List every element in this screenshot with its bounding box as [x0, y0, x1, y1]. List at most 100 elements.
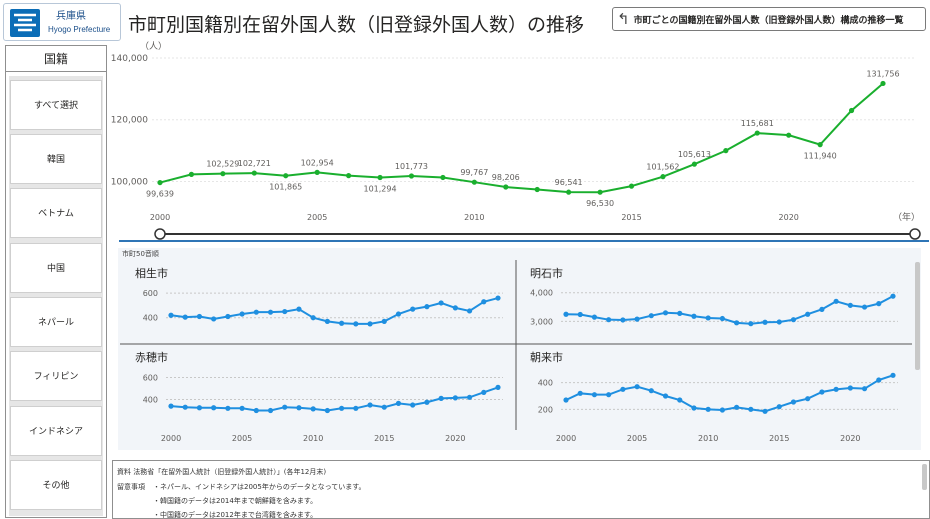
- small-data-point[interactable]: [367, 402, 373, 408]
- small-data-point[interactable]: [353, 405, 359, 411]
- back-button[interactable]: ↰ 市町ごとの国籍別在留外国人数（旧登録外国人数）構成の推移一覧: [612, 7, 926, 31]
- timeline-slider-handle-end[interactable]: [909, 228, 921, 240]
- main-data-point[interactable]: [880, 80, 886, 87]
- slicer-item-korea[interactable]: 韓国: [10, 134, 102, 184]
- main-data-point[interactable]: [534, 186, 540, 193]
- small-data-point[interactable]: [634, 384, 640, 390]
- small-data-point[interactable]: [762, 319, 768, 325]
- main-data-point[interactable]: [157, 179, 163, 186]
- main-data-point[interactable]: [754, 130, 760, 136]
- small-data-point[interactable]: [677, 397, 683, 403]
- small-data-point[interactable]: [267, 407, 274, 414]
- main-data-point[interactable]: [723, 148, 729, 154]
- slicer-item-indonesia[interactable]: インドネシア: [10, 406, 102, 456]
- slicer-item-nepal[interactable]: ネパール: [10, 297, 102, 347]
- small-data-point[interactable]: [890, 372, 896, 378]
- small-data-point[interactable]: [225, 405, 231, 411]
- small-data-point[interactable]: [282, 404, 288, 410]
- small-data-point[interactable]: [168, 403, 174, 409]
- small-data-point[interactable]: [591, 392, 598, 398]
- small-data-point[interactable]: [225, 313, 231, 320]
- small-data-point[interactable]: [424, 399, 430, 405]
- small-data-point[interactable]: [211, 316, 217, 322]
- small-data-point[interactable]: [648, 313, 654, 319]
- small-data-point[interactable]: [267, 309, 274, 315]
- small-data-point[interactable]: [310, 315, 316, 321]
- main-data-point[interactable]: [597, 189, 603, 195]
- small-data-point[interactable]: [748, 321, 754, 327]
- small-data-point[interactable]: [805, 311, 811, 317]
- main-data-point[interactable]: [848, 107, 855, 114]
- small-data-point[interactable]: [861, 386, 868, 392]
- main-data-point[interactable]: [691, 161, 697, 167]
- slicer-item-other[interactable]: その他: [10, 460, 102, 510]
- small-data-point[interactable]: [734, 320, 740, 326]
- small-data-point[interactable]: [819, 306, 825, 312]
- small-data-point[interactable]: [196, 405, 203, 411]
- main-data-point[interactable]: [408, 173, 415, 179]
- small-data-point[interactable]: [847, 302, 853, 308]
- small-data-point[interactable]: [410, 306, 416, 312]
- small-data-point[interactable]: [620, 386, 626, 392]
- small-data-point[interactable]: [790, 399, 797, 405]
- small-data-point[interactable]: [719, 315, 725, 322]
- small-data-point[interactable]: [805, 396, 811, 402]
- small-data-point[interactable]: [452, 305, 458, 311]
- small-data-point[interactable]: [705, 406, 711, 412]
- small-data-point[interactable]: [452, 395, 458, 401]
- small-data-point[interactable]: [168, 312, 174, 318]
- small-data-point[interactable]: [705, 315, 711, 321]
- small-data-point[interactable]: [211, 405, 217, 411]
- small-data-point[interactable]: [606, 317, 612, 323]
- main-data-point[interactable]: [471, 179, 477, 185]
- small-data-point[interactable]: [790, 317, 797, 323]
- small-data-point[interactable]: [239, 311, 245, 317]
- small-data-point[interactable]: [634, 316, 640, 322]
- small-data-point[interactable]: [296, 405, 302, 411]
- small-data-point[interactable]: [239, 405, 245, 411]
- small-data-point[interactable]: [481, 389, 487, 395]
- small-data-point[interactable]: [606, 392, 612, 398]
- small-data-point[interactable]: [495, 384, 501, 390]
- small-data-point[interactable]: [776, 319, 782, 325]
- small-data-point[interactable]: [395, 400, 402, 406]
- small-data-point[interactable]: [381, 318, 387, 324]
- small-multiples-scrollbar[interactable]: [915, 262, 920, 370]
- small-data-point[interactable]: [563, 397, 569, 403]
- main-data-point[interactable]: [786, 132, 792, 138]
- small-data-point[interactable]: [577, 311, 583, 318]
- small-data-point[interactable]: [339, 320, 345, 326]
- small-data-point[interactable]: [577, 390, 583, 396]
- small-data-point[interactable]: [734, 404, 740, 410]
- small-data-point[interactable]: [662, 310, 669, 316]
- small-data-point[interactable]: [410, 402, 416, 408]
- small-data-point[interactable]: [253, 309, 259, 315]
- main-data-point[interactable]: [566, 189, 572, 195]
- small-data-point[interactable]: [833, 386, 839, 392]
- slicer-item-all[interactable]: すべて選択: [10, 80, 102, 130]
- small-data-point[interactable]: [324, 318, 330, 324]
- small-data-point[interactable]: [466, 394, 473, 400]
- small-data-point[interactable]: [367, 321, 373, 327]
- small-data-point[interactable]: [182, 404, 188, 410]
- small-data-point[interactable]: [691, 405, 697, 411]
- main-data-point[interactable]: [377, 174, 383, 181]
- small-data-point[interactable]: [310, 406, 316, 412]
- small-data-point[interactable]: [353, 321, 359, 327]
- footnote-scrollbar[interactable]: [922, 464, 927, 490]
- small-data-point[interactable]: [381, 404, 387, 410]
- small-data-point[interactable]: [762, 408, 768, 414]
- main-data-point[interactable]: [440, 174, 446, 181]
- small-data-point[interactable]: [819, 389, 825, 395]
- small-data-point[interactable]: [748, 406, 754, 412]
- small-data-point[interactable]: [648, 388, 654, 394]
- small-data-point[interactable]: [196, 313, 203, 320]
- small-data-point[interactable]: [847, 385, 853, 391]
- small-data-point[interactable]: [253, 407, 259, 414]
- small-data-point[interactable]: [563, 311, 569, 317]
- small-data-point[interactable]: [395, 311, 402, 317]
- main-data-point[interactable]: [503, 184, 509, 190]
- main-data-point[interactable]: [220, 171, 226, 177]
- small-data-point[interactable]: [876, 377, 882, 383]
- small-data-point[interactable]: [691, 313, 697, 319]
